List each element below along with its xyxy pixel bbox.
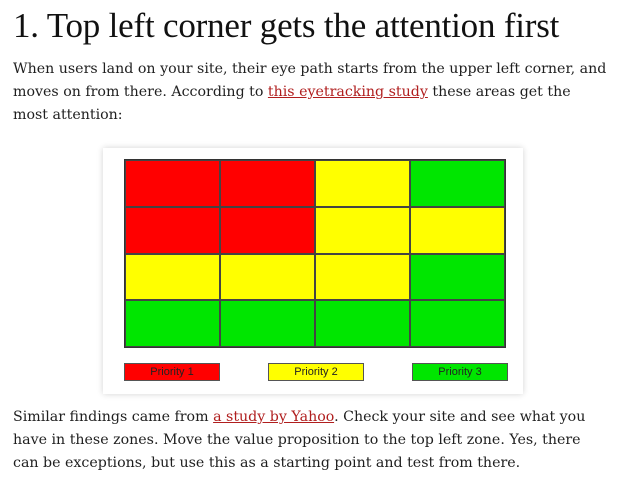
zone-cell-r1-c3 [315, 160, 410, 207]
zone-cell-r4-c1 [125, 300, 220, 347]
closing-text-after: . Check your site and see what you have … [13, 409, 586, 471]
zone-cell-r1-c1 [125, 160, 220, 207]
eyetracking-study-link[interactable]: this eyetracking study [267, 84, 428, 100]
zone-cell-r3-c1 [125, 253, 220, 301]
article: 1. Top left corner gets the attention fi… [13, 0, 613, 471]
zone-cell-r2-c4 [410, 206, 505, 254]
intro-text-before: When users land on your site, their eye … [13, 61, 607, 100]
legend-item-priority-2: Priority 2 [268, 363, 364, 381]
closing-paragraph: Similar findings came from a study by Ya… [13, 406, 609, 475]
zone-cell-r4-c3 [315, 300, 410, 347]
zone-cell-r4-c4 [410, 300, 505, 347]
attention-zone-grid [124, 159, 506, 348]
zone-cell-r3-c4 [410, 253, 505, 301]
zone-cell-r4-c2 [220, 300, 315, 347]
legend-item-priority-3: Priority 3 [412, 363, 508, 381]
zone-cell-r2-c3 [315, 206, 410, 254]
intro-text-after: these areas get the most attention: [13, 84, 571, 123]
zone-cell-r3-c2 [220, 253, 315, 301]
yahoo-study-link[interactable]: a study by Yahoo [213, 409, 335, 425]
attention-zones-figure: Priority 1 Priority 2 Priority 3 [103, 148, 523, 394]
zone-cell-r1-c4 [410, 160, 505, 207]
legend-item-priority-1: Priority 1 [124, 363, 220, 381]
section-heading: 1. Top left corner gets the attention fi… [13, 6, 560, 45]
priority-legend: Priority 1 Priority 2 Priority 3 [103, 363, 523, 382]
intro-paragraph: When users land on your site, their eye … [13, 58, 609, 127]
closing-text-before: Similar findings came from [13, 409, 214, 425]
zone-cell-r2-c1 [125, 206, 220, 254]
zone-cell-r1-c2 [220, 160, 315, 207]
zone-cell-r2-c2 [220, 206, 315, 254]
zone-cell-r3-c3 [315, 253, 410, 301]
